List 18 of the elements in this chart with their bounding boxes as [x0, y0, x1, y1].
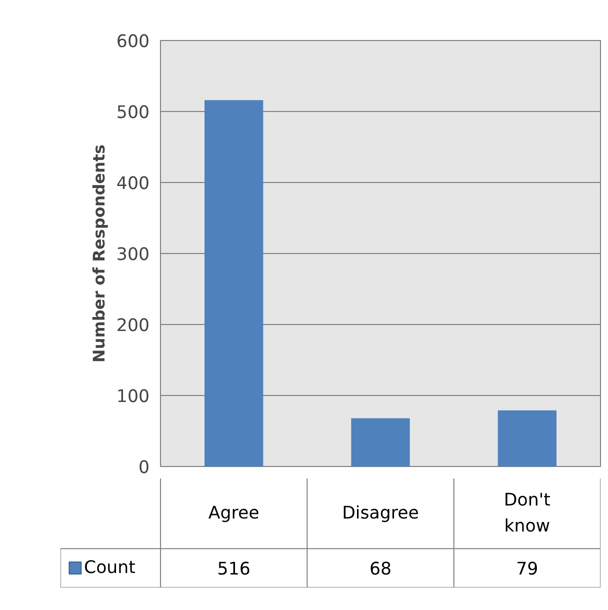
- legend-label: Count: [84, 558, 136, 578]
- y-tick-label: 600: [116, 32, 150, 52]
- bar: [204, 100, 264, 466]
- y-tick-label: 300: [116, 245, 150, 265]
- x-tick-label: Disagree: [342, 504, 419, 524]
- bar: [498, 410, 556, 466]
- y-axis-title: Number of Respondents: [89, 144, 108, 363]
- y-tick-label: 0: [138, 458, 150, 478]
- x-tick-label: Don't know: [504, 490, 551, 537]
- data-label: 516: [217, 560, 250, 580]
- data-label: 79: [516, 560, 538, 580]
- y-tick-label: 400: [116, 174, 150, 194]
- data-label: 68: [369, 560, 392, 580]
- bar: [351, 418, 410, 466]
- x-tick-label: Agree: [208, 504, 260, 524]
- y-tick-label: 200: [116, 316, 150, 336]
- y-tick-label: 500: [116, 103, 150, 123]
- y-tick-label: 100: [116, 387, 150, 407]
